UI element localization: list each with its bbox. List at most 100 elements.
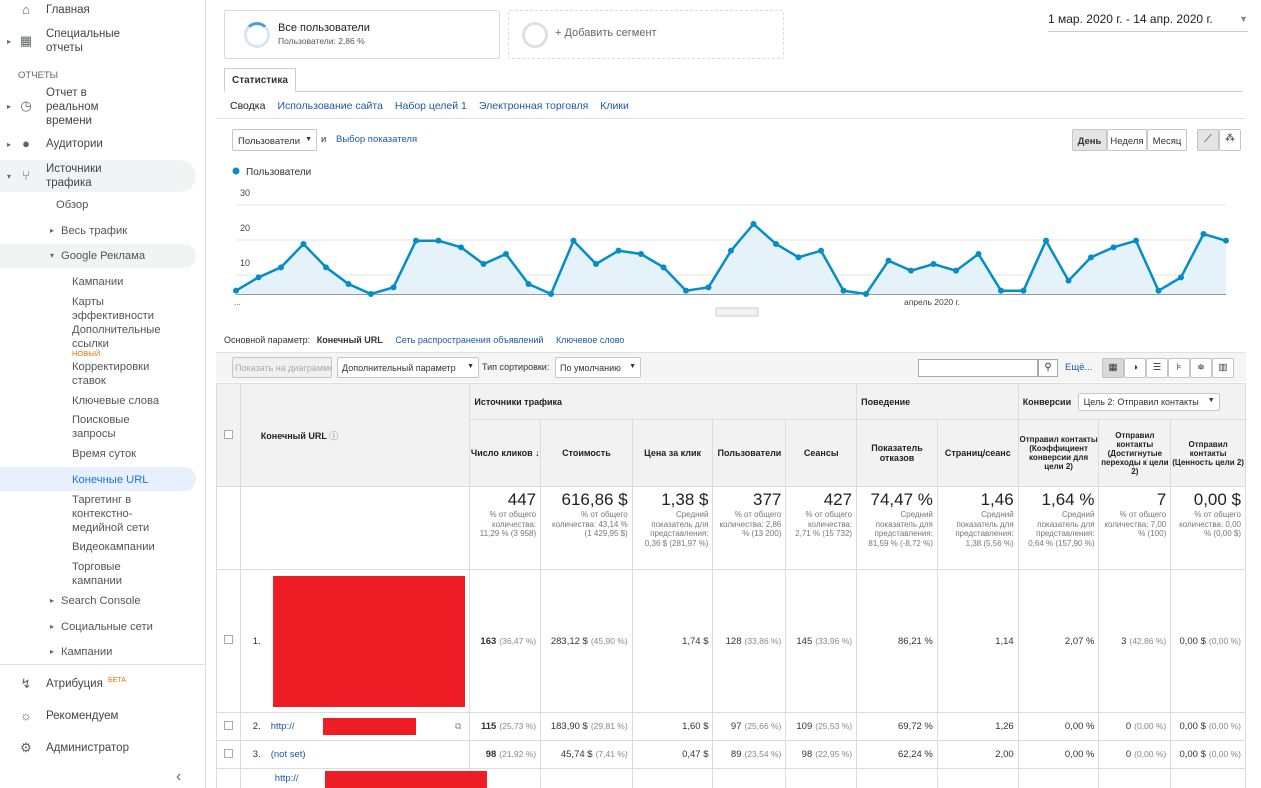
nav-ads-keywords[interactable]: Ключевые слова	[72, 395, 160, 407]
motion-chart-icon[interactable]: ⁂	[1219, 129, 1241, 151]
nav-custom-reports[interactable]: Специальные отчеты	[46, 28, 121, 54]
data-point[interactable]	[1088, 254, 1094, 261]
data-point[interactable]	[975, 251, 982, 257]
data-point[interactable]	[773, 241, 779, 247]
subtab-goal-set[interactable]: Набор целей 1	[394, 100, 467, 112]
data-point[interactable]	[750, 221, 757, 227]
data-point[interactable]	[1200, 231, 1207, 237]
data-point[interactable]	[885, 257, 892, 264]
data-point[interactable]	[615, 247, 622, 254]
data-point[interactable]	[593, 261, 599, 267]
col-pages-per-session[interactable]: Страниц/сеанс	[936, 419, 1019, 487]
nav-admin[interactable]: Администратор	[46, 742, 129, 754]
data-point[interactable]	[345, 281, 352, 287]
col-users[interactable]: Пользователи	[712, 419, 787, 487]
date-range-picker[interactable]: 1 мар. 2020 г. - 14 апр. 2020 г. ▼	[1048, 12, 1248, 32]
performance-view-icon[interactable]: ☰	[1146, 358, 1168, 378]
chart-resize-handle[interactable]	[715, 307, 759, 317]
row-url-link[interactable]: http://	[274, 773, 299, 784]
period-day-button[interactable]: День	[1072, 129, 1107, 151]
dimension-final-url[interactable]: Конечный URL	[316, 335, 383, 345]
table-row[interactable]: http://	[216, 768, 1246, 788]
col-goal2-completions[interactable]: Отправил контакты (Достигнутые переходы …	[1098, 419, 1172, 487]
data-point[interactable]	[570, 237, 577, 244]
nav-ads-campaigns[interactable]: Кампании	[72, 276, 124, 288]
period-month-button[interactable]: Месяц	[1147, 129, 1187, 151]
col-cpc[interactable]: Цена за клик	[631, 419, 714, 487]
col-bounce-rate[interactable]: Показатель отказов	[856, 419, 938, 487]
nav-all-traffic[interactable]: Весь трафик	[61, 225, 128, 237]
data-point[interactable]	[368, 291, 374, 297]
select-metric-link[interactable]: Выбор показателя	[336, 134, 418, 145]
data-point[interactable]	[1065, 277, 1072, 284]
row-checkbox[interactable]	[223, 635, 233, 644]
data-point[interactable]	[1043, 237, 1049, 244]
data-point[interactable]	[390, 284, 397, 291]
dimension-ad-network[interactable]: Сеть распространения объявлений	[395, 335, 544, 345]
table-view-icon[interactable]: ▦	[1102, 358, 1124, 378]
data-point[interactable]	[1178, 274, 1184, 281]
nav-ads-video[interactable]: Видеокампании	[72, 541, 155, 553]
nav-acquisition[interactable]: Источники трафика	[46, 163, 102, 189]
nav-google-ads[interactable]: Google Реклама	[61, 250, 146, 262]
data-point[interactable]	[795, 254, 802, 261]
data-point[interactable]	[1133, 237, 1139, 244]
nav-ads-bid-adjustments[interactable]: Корректировки ставок	[72, 361, 150, 387]
nav-ads-display-targeting[interactable]: Таргетинг в контекстно-медийной сети	[72, 494, 150, 534]
sort-type-select[interactable]: По умолчанию ▼	[555, 357, 641, 378]
row-checkbox[interactable]	[223, 748, 233, 758]
data-point[interactable]	[863, 291, 869, 297]
row-checkbox[interactable]	[223, 720, 233, 730]
pivot-view-icon[interactable]: ▥	[1212, 358, 1234, 378]
chevron-down-icon[interactable]: ▾	[7, 172, 12, 181]
subtab-ecommerce[interactable]: Электронная торговля	[478, 100, 589, 112]
chevron-right-icon[interactable]: ▸	[7, 102, 12, 111]
chevron-right-icon[interactable]: ▸	[7, 140, 12, 149]
data-point[interactable]	[503, 251, 509, 257]
plot-rows-button[interactable]: Показать на диаграмме	[232, 357, 332, 378]
data-point[interactable]	[728, 247, 734, 254]
nav-discover[interactable]: Рекомендуем	[46, 710, 119, 722]
nav-ads-search-queries[interactable]: Поисковые запросы	[72, 414, 130, 440]
nav-social[interactable]: Социальные сети	[61, 621, 153, 633]
data-point[interactable]	[480, 261, 487, 267]
col-goal2-conversion-rate[interactable]: Отправил контакты (Коэффициент конверсии…	[1017, 419, 1100, 487]
row-url-link[interactable]: http://	[270, 721, 295, 732]
select-all-checkbox[interactable]	[223, 429, 233, 439]
data-point[interactable]	[413, 237, 419, 244]
nav-audience[interactable]: Аудитории	[46, 138, 103, 150]
more-link[interactable]: Ещё...	[1065, 362, 1093, 373]
segment-all-users[interactable]: Все пользователи Пользователи: 2,86 %	[224, 10, 500, 59]
col-clicks[interactable]: Число кликов ↓	[469, 419, 542, 487]
nav-home[interactable]: Главная	[46, 4, 90, 16]
data-point[interactable]	[525, 281, 532, 287]
col-sessions[interactable]: Сеансы	[785, 419, 858, 487]
subtab-clicks[interactable]: Клики	[600, 100, 629, 112]
nav-campaigns[interactable]: Кампании	[61, 646, 113, 658]
data-point[interactable]	[660, 264, 667, 271]
nav-overview[interactable]: Обзор	[56, 199, 89, 211]
nav-attribution[interactable]: Атрибуция	[46, 678, 103, 690]
data-point[interactable]	[998, 287, 1004, 294]
data-point[interactable]	[953, 267, 959, 274]
dimension-keyword[interactable]: Ключевое слово	[555, 335, 625, 345]
subtab-site-usage[interactable]: Использование сайта	[277, 100, 383, 112]
data-point[interactable]	[1155, 287, 1162, 294]
data-point[interactable]	[300, 241, 307, 247]
data-point[interactable]	[458, 244, 464, 251]
data-point[interactable]	[908, 267, 914, 274]
nav-ads-final-urls[interactable]: Конечные URL	[72, 474, 149, 486]
chevron-right-icon[interactable]: ▸	[50, 596, 55, 605]
data-point[interactable]	[323, 264, 329, 271]
data-point[interactable]	[705, 284, 712, 291]
data-point[interactable]	[1020, 287, 1027, 294]
data-point[interactable]	[548, 291, 554, 297]
secondary-dimension-select[interactable]: Дополнительный параметр ▼	[337, 357, 479, 378]
nav-search-console[interactable]: Search Console	[61, 595, 141, 607]
nav-ads-heatmaps[interactable]: Карты эффективности	[72, 296, 155, 322]
nav-ads-sitelinks[interactable]: Дополнительные ссылки	[72, 324, 161, 350]
data-point[interactable]	[255, 274, 262, 281]
data-point[interactable]	[840, 287, 847, 294]
data-point[interactable]	[233, 287, 239, 294]
comparison-view-icon[interactable]: ⊧	[1168, 358, 1190, 378]
